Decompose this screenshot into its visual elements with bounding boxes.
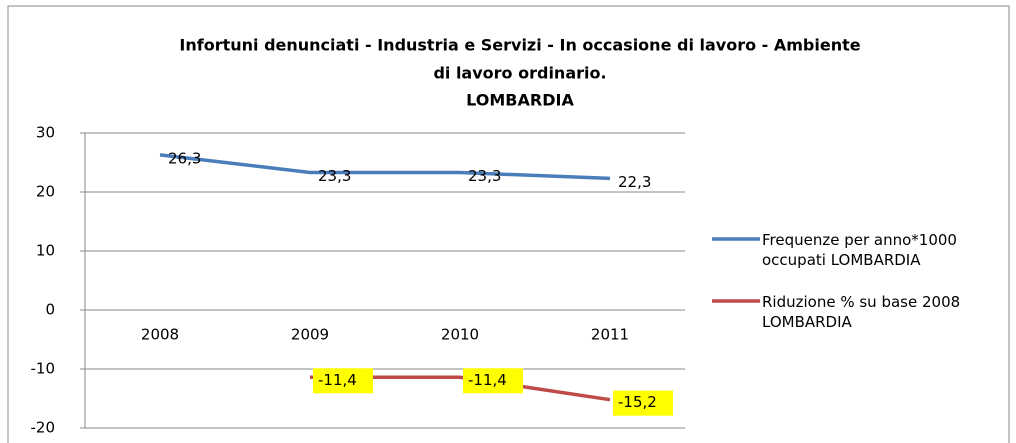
y-tick-label: 10: [36, 242, 55, 260]
legend-label: Frequenze per anno*1000 occupati LOMBARD…: [762, 231, 957, 269]
y-tick-label: 0: [45, 301, 55, 319]
data-label-box: [313, 368, 373, 394]
legend-label: Riduzione % su base 2008 LOMBARDIA: [762, 293, 961, 331]
data-label-box: [613, 390, 673, 416]
data-label: -11,4: [468, 371, 507, 389]
y-tick-label: 20: [36, 183, 55, 201]
y-tick-label: -20: [31, 419, 56, 437]
y-tick-label: 30: [36, 124, 55, 142]
y-tick-label: -10: [31, 360, 56, 378]
x-tick-label: 2008: [141, 326, 179, 344]
series-line: [159, 153, 611, 181]
x-tick-label: 2010: [441, 326, 479, 344]
data-label: -15,2: [618, 393, 657, 411]
chart-title: LOMBARDIA: [466, 91, 574, 110]
chart-title: di lavoro ordinario.: [433, 64, 606, 83]
data-label: -11,4: [318, 371, 357, 389]
data-label: 26,3: [168, 149, 201, 167]
data-label: 22,3: [618, 173, 651, 191]
data-label: 23,3: [318, 167, 351, 185]
data-label: 23,3: [468, 167, 501, 185]
x-tick-label: 2011: [591, 326, 629, 344]
x-tick-label: 2009: [291, 326, 329, 344]
chart-title: Infortuni denunciati - Industria e Servi…: [179, 36, 860, 55]
data-label-box: [463, 368, 523, 394]
